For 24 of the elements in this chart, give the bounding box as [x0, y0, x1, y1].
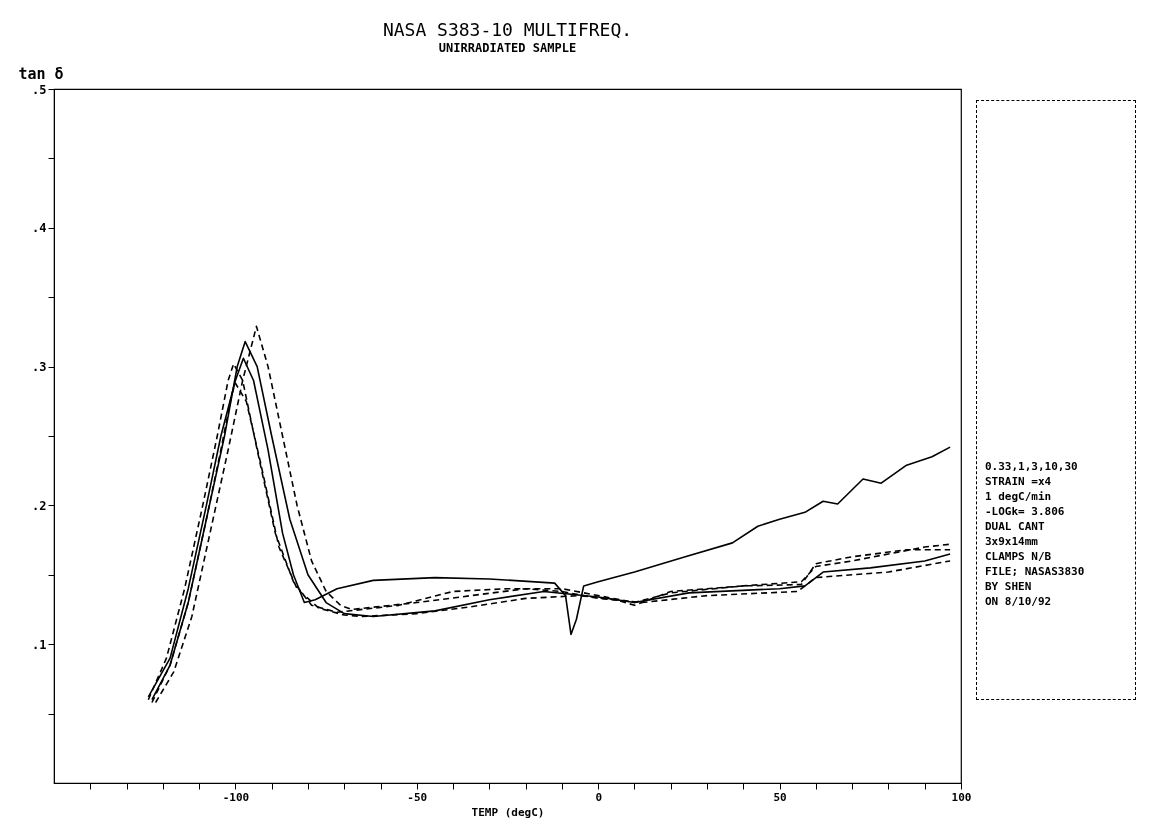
text: -LOGk= 3.806 — [985, 504, 1066, 519]
y-axis-title: tan δ — [18, 64, 64, 83]
text: DUAL CANT — [985, 519, 1046, 534]
chart-title: NASA S383-10 MULTIFREQ. — [382, 19, 633, 40]
text: FILE; NASAS3830 — [985, 564, 1086, 579]
text: ON 8/10/92 — [985, 594, 1053, 609]
y-tick-label: .4 — [32, 221, 47, 236]
text: 0.33,1,3,10,30 — [985, 459, 1079, 474]
text: BY SHEN — [985, 579, 1033, 594]
x-axis-title: TEMP (degC) — [471, 805, 545, 819]
text: 3x9x14mm — [985, 534, 1039, 549]
text: 1 degC/min — [985, 489, 1053, 504]
y-tick-label: .2 — [32, 498, 47, 513]
x-tick-label: 100 — [951, 790, 972, 804]
text: CLAMPS N/B — [985, 549, 1053, 564]
y-tick-label: .3 — [32, 360, 47, 375]
y-tick-label: .5 — [32, 82, 47, 97]
text: STRAIN =x4 — [985, 474, 1053, 489]
x-tick-label: -50 — [407, 790, 428, 804]
x-tick-label: -100 — [222, 790, 250, 804]
chart-subtitle: UNIRRADIATED SAMPLE — [438, 41, 577, 55]
x-tick-label: 0 — [595, 790, 603, 804]
x-tick-label: 50 — [773, 790, 787, 804]
y-tick-label: .1 — [32, 637, 47, 652]
